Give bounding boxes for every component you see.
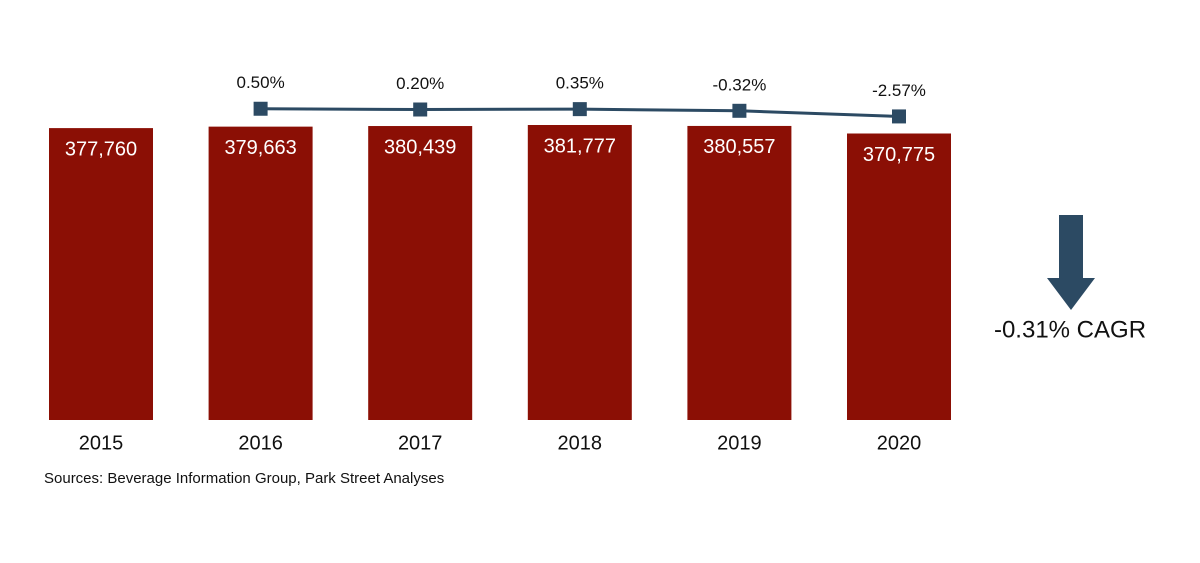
- bar: [368, 126, 473, 420]
- bar: [847, 133, 951, 420]
- growth-marker: [572, 102, 587, 117]
- x-tick-label: 2017: [398, 432, 443, 454]
- bar: [208, 126, 313, 421]
- x-tick-label: 2019: [717, 432, 762, 454]
- down-arrow: [1047, 215, 1095, 310]
- bar-value-label: 379,663: [224, 137, 296, 159]
- x-tick-label: 2016: [238, 432, 283, 454]
- growth-label: 0.50%: [236, 73, 284, 92]
- cagr-annotation: -0.31% CAGR: [994, 316, 1146, 343]
- growth-label: -0.32%: [712, 75, 766, 94]
- x-tick-label: 2015: [79, 432, 124, 454]
- x-tick-label: 2018: [558, 432, 603, 454]
- source-note: Sources: Beverage Information Group, Par…: [44, 470, 444, 487]
- x-tick-label: 2020: [877, 432, 922, 454]
- bar-value-label: 380,557: [703, 136, 775, 158]
- growth-label: 0.35%: [556, 74, 604, 93]
- bar-value-label: 370,775: [863, 144, 935, 166]
- growth-label: 0.20%: [396, 74, 444, 93]
- growth-marker: [892, 109, 906, 124]
- bar-value-label: 380,439: [384, 136, 456, 158]
- growth-marker: [732, 103, 747, 118]
- bar: [687, 125, 792, 421]
- bar: [49, 128, 153, 420]
- growth-marker: [253, 101, 268, 116]
- bar-value-label: 381,777: [544, 135, 616, 157]
- bar: [527, 125, 632, 420]
- bar-value-label: 377,760: [65, 138, 137, 160]
- growth-label: -2.57%: [872, 81, 926, 100]
- growth-marker: [413, 102, 428, 117]
